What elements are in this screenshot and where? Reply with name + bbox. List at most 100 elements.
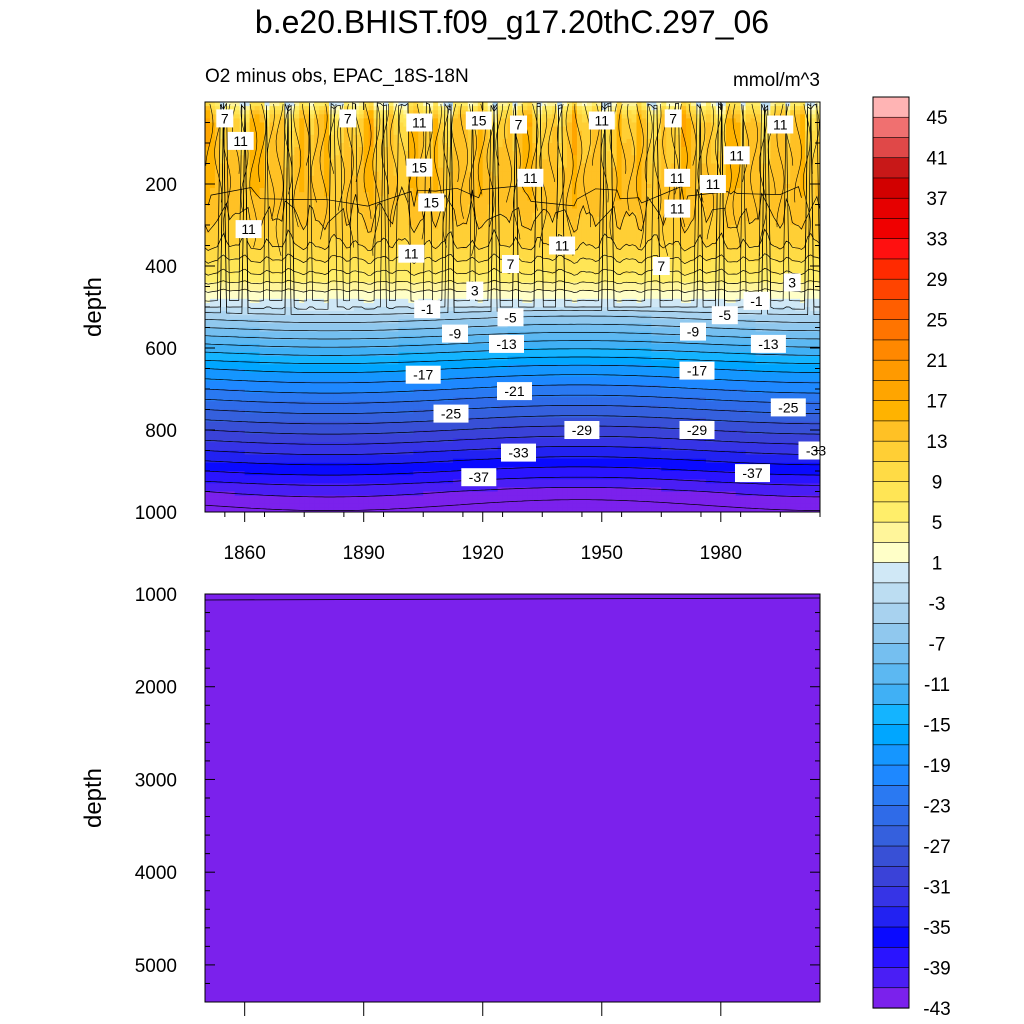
- heatmap-cell: [219, 499, 226, 505]
- heatmap-cell: [205, 130, 211, 136]
- heatmap-cell: [205, 450, 211, 456]
- heatmap-cell: [438, 471, 444, 476]
- heatmap-cell: [244, 102, 251, 107]
- heatmap-cell: [443, 212, 449, 218]
- heatmap-cell: [348, 290, 355, 296]
- heatmap-cell: [433, 278, 439, 283]
- heatmap-cell: [244, 442, 251, 447]
- heatmap-cell: [413, 503, 419, 509]
- heatmap-cell: [239, 184, 246, 189]
- heatmap-cell: [304, 163, 310, 169]
- heatmap-cell: [363, 446, 370, 452]
- heatmap-cell: [413, 155, 419, 160]
- heatmap-cell: [309, 471, 315, 476]
- heatmap-cell: [294, 401, 300, 406]
- heatmap-cell: [343, 233, 350, 238]
- heatmap-cell: [284, 208, 290, 214]
- heatmap-cell: [224, 126, 231, 132]
- heatmap-cell: [433, 143, 439, 148]
- heatmap-cell: [423, 270, 429, 275]
- heatmap-cell: [378, 200, 385, 206]
- heatmap-cell: [328, 212, 335, 218]
- heatmap-cell: [234, 434, 241, 439]
- heatmap-cell: [438, 389, 444, 394]
- heatmap-cell: [433, 229, 439, 234]
- heatmap-cell: [244, 446, 251, 452]
- heatmap-cell: [274, 143, 280, 148]
- heatmap-cell: [214, 138, 221, 144]
- heatmap-cell: [333, 233, 340, 238]
- heatmap-cell: [393, 438, 400, 443]
- heatmap-cell: [229, 241, 236, 247]
- heatmap-cell: [398, 134, 404, 140]
- heatmap-cell: [423, 434, 429, 439]
- heatmap-cell: [408, 339, 414, 345]
- heatmap-cell: [378, 372, 385, 378]
- heatmap-cell: [324, 225, 330, 230]
- heatmap-cell: [333, 106, 340, 111]
- heatmap-cell: [438, 442, 444, 447]
- heatmap-cell: [388, 266, 395, 271]
- heatmap-cell: [279, 323, 285, 329]
- heatmap-cell: [234, 343, 241, 349]
- heatmap-cell: [284, 122, 290, 128]
- heatmap-cell: [333, 389, 340, 394]
- heatmap-cell: [314, 118, 320, 124]
- heatmap-cell: [393, 413, 400, 419]
- heatmap-cell: [304, 352, 310, 357]
- heatmap-cell: [403, 421, 409, 427]
- heatmap-cell: [378, 130, 385, 136]
- heatmap-cell: [448, 200, 454, 206]
- heatmap-cell: [413, 434, 419, 439]
- heatmap-cell: [343, 491, 350, 497]
- heatmap-cell: [353, 421, 360, 427]
- heatmap-cell: [234, 479, 241, 484]
- heatmap-cell: [289, 409, 295, 415]
- heatmap-cell: [448, 216, 454, 222]
- heatmap-cell: [433, 331, 439, 337]
- heatmap-cell: [418, 405, 424, 411]
- heatmap-cell: [284, 458, 290, 464]
- heatmap-cell: [304, 339, 310, 345]
- heatmap-cell: [264, 475, 271, 480]
- heatmap-cell: [299, 405, 305, 411]
- heatmap-cell: [403, 323, 409, 329]
- heatmap-cell: [398, 491, 404, 497]
- heatmap-cell: [368, 471, 375, 476]
- heatmap-cell: [314, 138, 320, 144]
- heatmap-cell: [373, 110, 380, 115]
- heatmap-cell: [363, 360, 370, 365]
- heatmap-cell: [249, 294, 256, 300]
- heatmap-cell: [304, 483, 310, 488]
- heatmap-cell: [383, 389, 390, 394]
- heatmap-cell: [259, 122, 266, 128]
- heatmap-cell: [438, 220, 444, 226]
- heatmap-cell: [373, 471, 380, 476]
- heatmap-cell: [378, 434, 385, 439]
- heatmap-cell: [294, 442, 300, 447]
- heatmap-cell: [209, 151, 216, 156]
- heatmap-cell: [343, 175, 350, 181]
- heatmap-cell: [398, 454, 404, 460]
- heatmap-cell: [239, 483, 246, 488]
- heatmap-cell: [373, 298, 380, 304]
- heatmap-cell: [319, 360, 325, 365]
- heatmap-cell: [324, 241, 330, 247]
- heatmap-cell: [383, 483, 390, 488]
- heatmap-cell: [448, 294, 454, 300]
- heatmap-cell: [294, 208, 300, 214]
- heatmap-cell: [403, 134, 409, 140]
- heatmap-cell: [383, 397, 390, 402]
- heatmap-cell: [214, 143, 221, 148]
- heatmap-cell: [418, 229, 424, 234]
- heatmap-cell: [383, 393, 390, 398]
- heatmap-cell: [279, 138, 285, 144]
- heatmap-cell: [398, 147, 404, 152]
- heatmap-cell: [423, 409, 429, 415]
- heatmap-cell: [423, 343, 429, 349]
- heatmap-cell: [219, 212, 226, 218]
- heatmap-cell: [234, 266, 241, 271]
- heatmap-cell: [383, 401, 390, 406]
- heatmap-cell: [403, 110, 409, 115]
- heatmap-cell: [209, 372, 216, 378]
